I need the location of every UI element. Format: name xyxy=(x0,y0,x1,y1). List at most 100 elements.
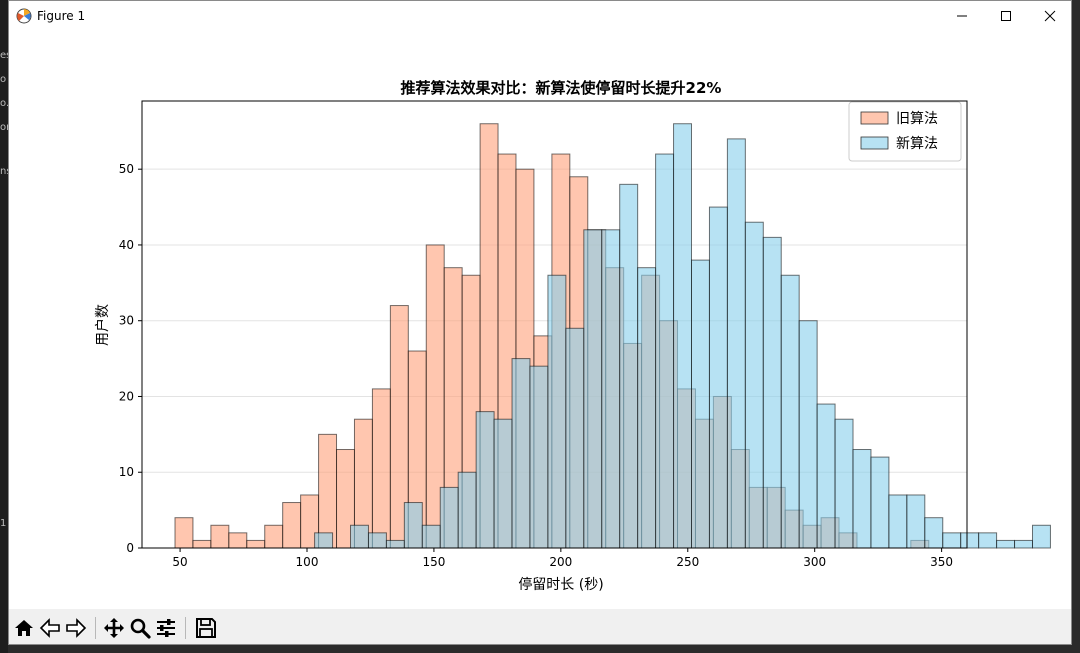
y-tick-label: 20 xyxy=(119,389,134,403)
x-tick-label: 250 xyxy=(676,555,699,569)
bar-new xyxy=(888,494,908,549)
bar-new xyxy=(834,418,854,549)
bar-new xyxy=(924,517,944,549)
zoom-button[interactable] xyxy=(127,615,153,641)
bar-new xyxy=(1031,524,1051,549)
backdrop-text: or xyxy=(0,122,11,133)
bar-new xyxy=(708,206,728,549)
bar-old xyxy=(371,388,391,549)
bar-new xyxy=(673,123,693,549)
bar-old xyxy=(174,517,194,549)
bar-new xyxy=(870,456,890,549)
title-bar[interactable]: Figure 1 xyxy=(9,1,1071,31)
bar-old xyxy=(192,539,212,549)
y-tick-label: 10 xyxy=(119,465,134,479)
x-tick-label: 100 xyxy=(296,555,319,569)
x-axis-label: 停留时长 (秒) xyxy=(518,576,603,593)
bar-old xyxy=(282,502,302,549)
bar-new xyxy=(350,524,369,549)
bar-new xyxy=(421,524,441,549)
y-tick-label: 30 xyxy=(119,314,134,328)
bar-new xyxy=(547,274,567,549)
bar-old xyxy=(228,532,248,549)
x-tick-label: 300 xyxy=(803,555,826,569)
histogram-chart: 50 100 150 200 250 300 350 0 10 20 30 40 50 推荐算法效果对… xyxy=(94,79,1051,593)
bar-new xyxy=(565,327,585,549)
maximize-icon xyxy=(1001,11,1011,21)
backdrop-text: ns xyxy=(0,166,12,177)
y-tick-label: 50 xyxy=(119,162,134,176)
bar-new xyxy=(906,494,926,549)
sliders-icon xyxy=(157,619,175,637)
bar-new xyxy=(583,229,603,549)
magnifier-icon xyxy=(130,618,151,639)
bar-new xyxy=(619,183,639,549)
arrow-left-icon xyxy=(39,618,60,638)
bar-new xyxy=(798,320,818,549)
bar-new xyxy=(762,236,782,549)
y-tick-label: 0 xyxy=(126,541,134,555)
bar-new xyxy=(385,539,405,549)
bar-new xyxy=(655,153,675,549)
bar-new xyxy=(978,532,998,549)
bar-new xyxy=(637,267,657,549)
window-title: Figure 1 xyxy=(37,9,86,23)
home-icon xyxy=(15,620,33,636)
x-tick-label: 50 xyxy=(172,555,187,569)
toolbar-separator xyxy=(185,617,186,639)
bar-new xyxy=(780,274,800,549)
y-tick-label: 40 xyxy=(119,238,134,252)
bar-new xyxy=(475,411,495,549)
bar-new xyxy=(744,221,764,549)
forward-button[interactable] xyxy=(63,615,89,641)
close-icon xyxy=(1044,10,1056,22)
bar-new xyxy=(493,418,513,549)
bar-new xyxy=(439,486,459,549)
arrow-right-icon xyxy=(66,618,87,638)
home-button[interactable] xyxy=(11,615,37,641)
backdrop-text: 1 xyxy=(0,518,7,529)
background-desktop: es o o. or ns 1 xyxy=(0,0,12,653)
bar-new xyxy=(457,471,477,549)
y-axis-ticks: 0 10 20 30 40 50 xyxy=(119,162,142,555)
backdrop-text: es xyxy=(0,50,12,61)
backdrop-text: o xyxy=(0,74,7,85)
bar-old xyxy=(210,524,230,549)
y-axis-label: 用户数 xyxy=(94,304,111,346)
series-new-bars xyxy=(314,123,1051,549)
legend-swatch-new xyxy=(860,136,889,150)
x-tick-label: 150 xyxy=(422,555,445,569)
bar-old xyxy=(246,539,266,549)
minimize-icon xyxy=(957,15,967,17)
move-icon xyxy=(104,618,124,638)
axes-frame xyxy=(141,100,968,549)
bar-new xyxy=(1014,539,1033,549)
legend: 旧算法 新算法 xyxy=(848,101,962,162)
bar-new xyxy=(726,138,746,549)
minimize-button[interactable] xyxy=(939,1,985,31)
figure-canvas: 50 100 150 200 250 300 350 0 10 20 30 40 50 推荐算法效果对… xyxy=(9,31,1071,609)
bar-new xyxy=(601,229,621,549)
bar-new xyxy=(529,365,549,549)
close-button[interactable] xyxy=(1027,1,1071,31)
bar-new xyxy=(996,539,1016,549)
figure-window: Figure 1 50 100 150 200 250 300 350 0 10 20 30 40 5… xyxy=(8,0,1072,645)
bar-new xyxy=(960,532,980,549)
bar-new xyxy=(314,532,334,549)
legend-swatch-old xyxy=(860,111,889,125)
bar-new xyxy=(942,532,962,549)
toolbar-separator xyxy=(95,617,96,639)
configure-subplots-button[interactable] xyxy=(153,615,179,641)
legend-label-old: 旧算法 xyxy=(896,111,938,127)
bar-new xyxy=(511,358,531,549)
x-tick-label: 350 xyxy=(930,555,953,569)
save-button[interactable] xyxy=(193,615,219,641)
bar-new xyxy=(816,403,836,549)
pan-button[interactable] xyxy=(101,615,127,641)
x-axis-ticks: 50 100 150 200 250 300 350 xyxy=(172,548,953,569)
bar-new xyxy=(691,259,710,549)
backdrop-text: o. xyxy=(0,98,10,109)
back-button[interactable] xyxy=(37,615,63,641)
maximize-button[interactable] xyxy=(983,1,1029,31)
navigation-toolbar xyxy=(9,609,1071,644)
